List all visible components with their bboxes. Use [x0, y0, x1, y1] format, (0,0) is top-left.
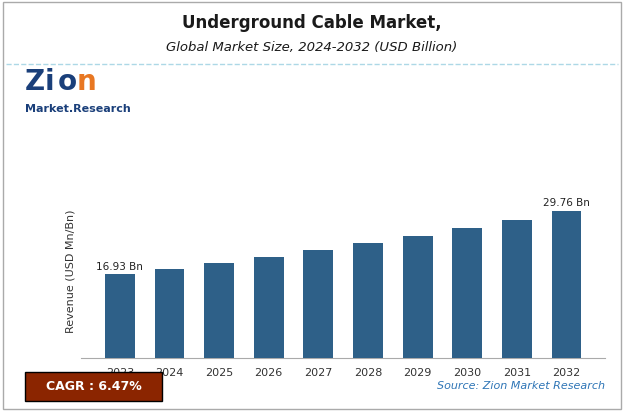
- Bar: [204, 263, 234, 358]
- Bar: [552, 211, 582, 358]
- Text: n: n: [76, 68, 96, 96]
- Text: o: o: [57, 68, 77, 96]
- Bar: [155, 269, 184, 358]
- Text: Source: Zion Market Research: Source: Zion Market Research: [437, 381, 605, 391]
- Text: Z: Z: [25, 68, 45, 96]
- Text: Market.Research: Market.Research: [25, 104, 130, 114]
- Bar: [254, 257, 284, 358]
- Text: i: i: [45, 68, 54, 96]
- Text: Underground Cable Market,: Underground Cable Market,: [182, 14, 442, 32]
- Text: 16.93 Bn: 16.93 Bn: [96, 262, 144, 272]
- Text: Global Market Size, 2024-2032 (USD Billion): Global Market Size, 2024-2032 (USD Billi…: [167, 41, 457, 54]
- Bar: [452, 228, 482, 358]
- Bar: [105, 274, 135, 358]
- Y-axis label: Revenue (USD Mn/Bn): Revenue (USD Mn/Bn): [66, 210, 76, 333]
- Bar: [353, 243, 383, 358]
- Text: 29.76 Bn: 29.76 Bn: [543, 199, 590, 208]
- Bar: [303, 250, 333, 358]
- Bar: [502, 220, 532, 358]
- Bar: [402, 236, 432, 358]
- Text: CAGR : 6.47%: CAGR : 6.47%: [46, 380, 142, 393]
